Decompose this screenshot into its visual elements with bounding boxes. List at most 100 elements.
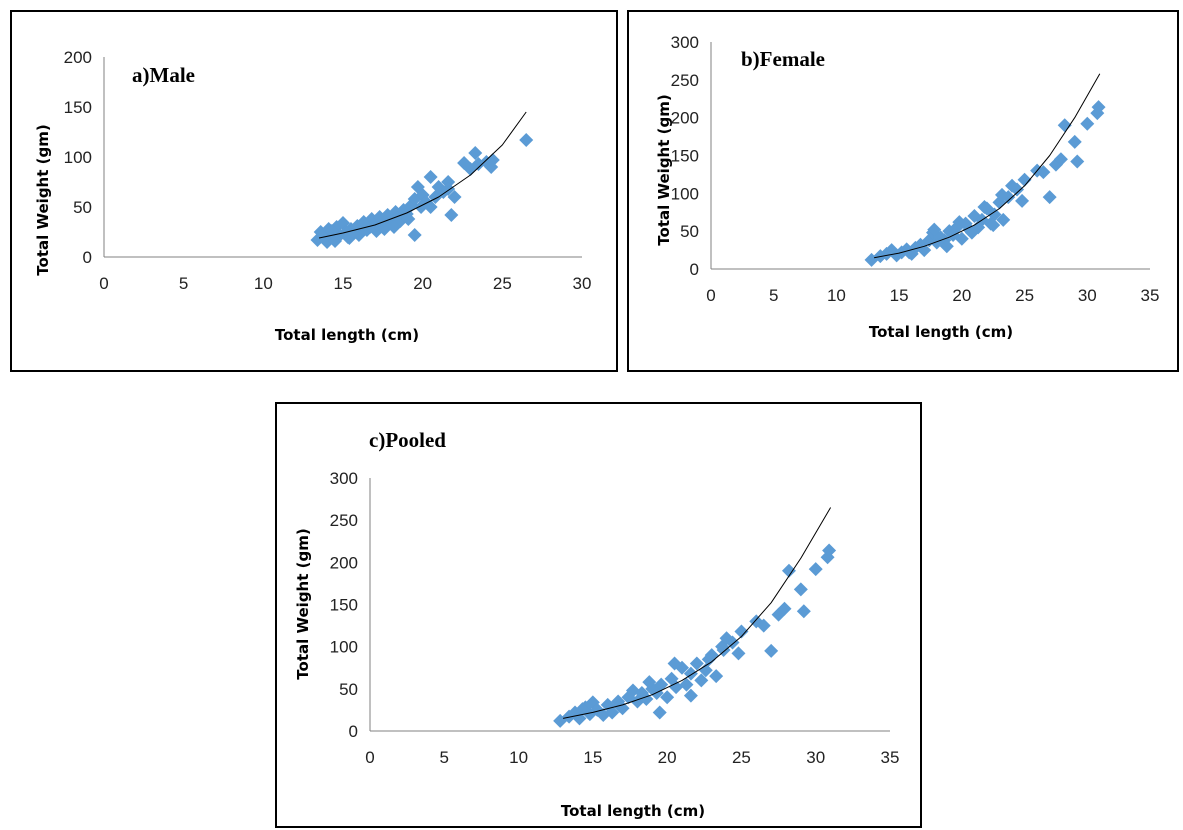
data-point — [679, 677, 694, 692]
data-point — [731, 646, 746, 661]
chart-title: c)Pooled — [369, 428, 446, 452]
data-point — [519, 133, 534, 147]
y-tick-label: 150 — [671, 147, 699, 166]
y-tick-label: 0 — [690, 260, 699, 279]
data-point — [1042, 190, 1057, 205]
data-point — [796, 604, 811, 619]
chart-panel-female: b)Female Total length (cm) Total Weight … — [627, 10, 1179, 372]
y-tick-label: 200 — [64, 48, 92, 67]
y-tick-label: 0 — [83, 248, 92, 267]
data-point — [777, 601, 792, 616]
data-point — [902, 245, 917, 260]
data-point — [716, 643, 731, 658]
y-tick-label: 100 — [64, 148, 92, 167]
data-point — [1091, 100, 1106, 115]
data-point — [630, 694, 645, 709]
data-point — [1017, 172, 1032, 187]
y-tick-label: 250 — [330, 511, 358, 530]
x-tick-label: 25 — [732, 748, 751, 767]
data-point — [987, 207, 1002, 222]
x-tick-label: 10 — [254, 274, 273, 293]
y-tick-label: 200 — [330, 553, 358, 572]
data-point — [485, 153, 500, 167]
x-tick-label: 25 — [493, 274, 512, 293]
data-point — [401, 212, 416, 226]
x-tick-label: 25 — [1015, 286, 1034, 305]
y-tick-label: 50 — [339, 680, 358, 699]
data-point — [967, 209, 982, 224]
data-point — [927, 222, 942, 237]
y-tick-label: 300 — [671, 33, 699, 52]
trend-line — [874, 73, 1101, 259]
data-point — [652, 705, 667, 720]
x-tick-label: 0 — [706, 286, 715, 305]
y-tick-label: 300 — [330, 469, 358, 488]
x-tick-label: 10 — [827, 286, 846, 305]
data-point — [954, 231, 969, 246]
data-point — [749, 614, 764, 629]
x-tick-label: 35 — [881, 748, 900, 767]
x-axis-title: Total length (cm) — [275, 326, 419, 344]
data-point — [942, 224, 957, 239]
data-point — [689, 656, 704, 671]
data-point — [660, 690, 675, 705]
data-point — [605, 705, 620, 720]
data-point — [709, 669, 724, 684]
data-point — [694, 673, 709, 688]
x-tick-label: 0 — [99, 274, 108, 293]
chart-title: a)Male — [132, 63, 195, 87]
data-point — [1048, 157, 1063, 172]
x-tick-label: 15 — [583, 748, 602, 767]
data-point — [994, 187, 1009, 202]
x-tick-label: 10 — [509, 748, 528, 767]
data-point — [781, 563, 796, 578]
y-tick-label: 250 — [671, 71, 699, 90]
data-point — [808, 562, 823, 577]
data-point — [977, 199, 992, 214]
data-point — [356, 217, 371, 231]
x-tick-label: 30 — [1078, 286, 1097, 305]
data-point — [572, 711, 587, 726]
x-tick-label: 5 — [179, 274, 188, 293]
chart-panel-male: a)Male Total length (cm) Total Weight (g… — [10, 10, 618, 372]
x-tick-label: 15 — [334, 274, 353, 293]
data-point — [634, 686, 649, 701]
y-tick-label: 150 — [64, 98, 92, 117]
trend-line — [563, 507, 832, 719]
x-tick-label: 20 — [658, 748, 677, 767]
data-point — [642, 675, 657, 690]
data-point — [407, 228, 422, 242]
x-tick-label: 0 — [365, 748, 374, 767]
x-tick-label: 30 — [573, 274, 592, 293]
data-point — [725, 635, 740, 650]
data-point — [575, 702, 590, 717]
x-tick-label: 5 — [440, 748, 449, 767]
data-point — [764, 643, 779, 658]
data-point — [654, 677, 669, 692]
chart-panel-pooled: c)Pooled Total length (cm) Total Weight … — [275, 402, 922, 828]
chart-pooled: c)Pooled Total length (cm) Total Weight … — [294, 428, 900, 820]
data-point — [1057, 118, 1072, 133]
data-point — [952, 215, 967, 230]
x-tick-label: 35 — [1141, 286, 1160, 305]
data-point — [667, 656, 682, 671]
data-point — [669, 680, 684, 695]
data-point — [1080, 116, 1095, 131]
y-tick-label: 200 — [671, 109, 699, 128]
data-point — [698, 663, 713, 678]
data-point — [964, 225, 979, 240]
data-point — [1010, 182, 1025, 197]
data-point — [423, 200, 438, 214]
data-point — [600, 697, 615, 712]
x-tick-label: 30 — [806, 748, 825, 767]
data-point — [386, 220, 401, 234]
data-point — [793, 582, 808, 597]
data-point — [1090, 106, 1105, 121]
y-tick-label: 50 — [680, 222, 699, 241]
y-axis-title: Total Weight (gm) — [294, 528, 312, 679]
data-point — [986, 218, 1001, 233]
data-point — [917, 243, 932, 258]
data-point — [701, 652, 716, 667]
data-point — [864, 252, 879, 267]
data-point — [884, 243, 899, 258]
